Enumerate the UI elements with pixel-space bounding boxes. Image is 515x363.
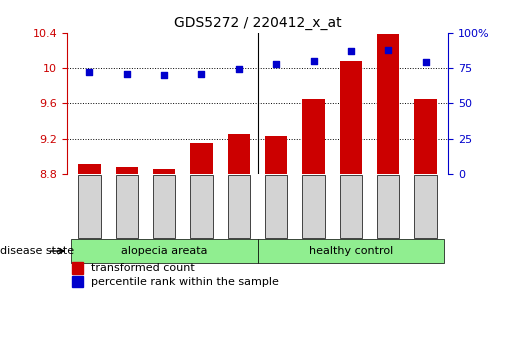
Title: GDS5272 / 220412_x_at: GDS5272 / 220412_x_at <box>174 16 341 30</box>
Text: alopecia areata: alopecia areata <box>121 246 208 256</box>
Bar <box>78 164 100 174</box>
Bar <box>377 34 400 174</box>
Point <box>272 61 280 67</box>
Point <box>123 71 131 77</box>
Text: healthy control: healthy control <box>309 246 393 256</box>
Bar <box>115 167 138 174</box>
Bar <box>340 61 362 174</box>
Point <box>85 69 94 75</box>
Text: percentile rank within the sample: percentile rank within the sample <box>91 277 279 287</box>
Bar <box>415 99 437 174</box>
Bar <box>228 134 250 174</box>
Bar <box>153 169 175 174</box>
Point <box>347 48 355 54</box>
Bar <box>265 136 287 174</box>
Point <box>421 60 430 65</box>
Point <box>384 47 392 53</box>
Point <box>235 66 243 72</box>
Point <box>310 58 318 64</box>
Point <box>160 72 168 78</box>
Text: transformed count: transformed count <box>91 263 195 273</box>
Bar <box>302 99 325 174</box>
Bar <box>190 143 213 174</box>
Text: disease state: disease state <box>0 246 74 256</box>
Point <box>197 71 205 77</box>
